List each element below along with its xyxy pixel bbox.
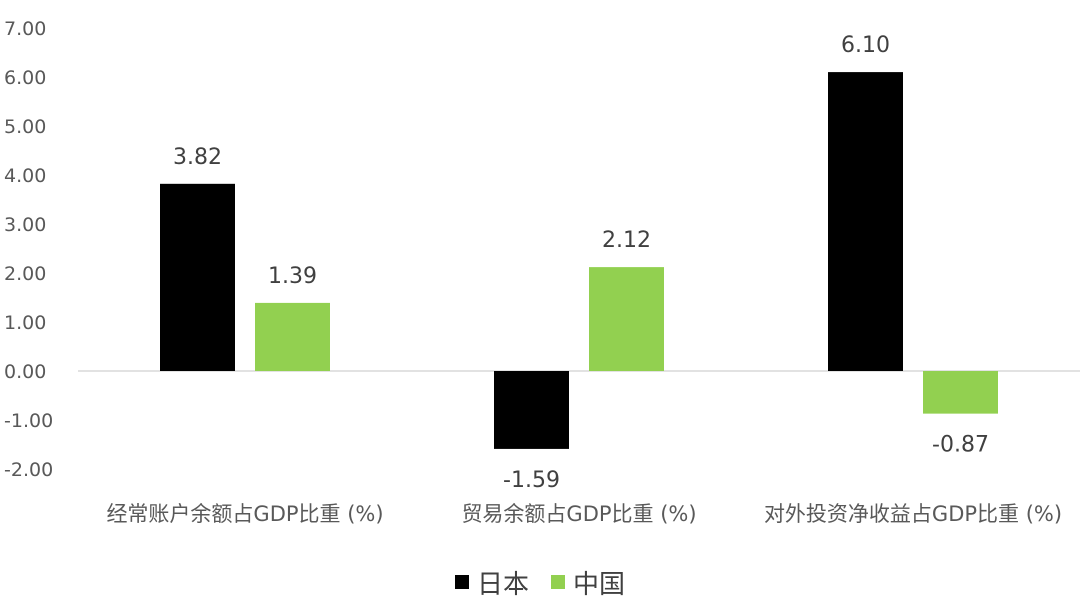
legend-label-china: 中国	[573, 569, 626, 600]
data-label: -0.87	[932, 433, 989, 458]
legend-label-japan: 日本	[476, 569, 529, 600]
y-tick-label: 3.00	[4, 214, 46, 236]
legend: 日本 中国	[0, 562, 1080, 602]
y-tick-label: -2.00	[4, 459, 53, 481]
y-tick-label: 6.00	[4, 67, 46, 89]
bar	[255, 302, 330, 371]
category-label: 贸易余额占GDP比重 (%)	[461, 502, 696, 526]
y-tick-label: 7.00	[4, 18, 46, 40]
legend-item-china: 中国	[551, 564, 625, 601]
y-tick-label: 2.00	[4, 263, 46, 285]
data-label: 1.39	[268, 264, 317, 289]
y-tick-label: 1.00	[4, 312, 46, 334]
bar-chart: 7.00 6.00 5.00 4.00 3.00 2.00 1.00 0.00 -1.00 -2.…	[4, 18, 1080, 526]
data-label: -1.59	[503, 468, 560, 493]
bar	[828, 72, 903, 371]
y-tick-label: 4.00	[4, 165, 46, 187]
data-label: 6.10	[841, 33, 890, 58]
data-label: 3.82	[173, 145, 222, 170]
y-tick-label: -1.00	[4, 410, 53, 432]
y-tick-label: 5.00	[4, 116, 46, 138]
bar	[494, 371, 569, 449]
legend-swatch-japan	[454, 575, 469, 589]
bar	[923, 371, 998, 414]
bar	[589, 267, 664, 371]
category-label: 对外投资净收益占GDP比重 (%)	[764, 502, 1062, 526]
legend-item-japan: 日本	[454, 564, 529, 601]
category-label: 经常账户余额占GDP比重 (%)	[106, 502, 383, 526]
data-label: 2.12	[602, 228, 651, 253]
legend-swatch-china	[551, 575, 565, 589]
bar	[160, 183, 235, 371]
y-tick-label: 0.00	[4, 361, 46, 383]
